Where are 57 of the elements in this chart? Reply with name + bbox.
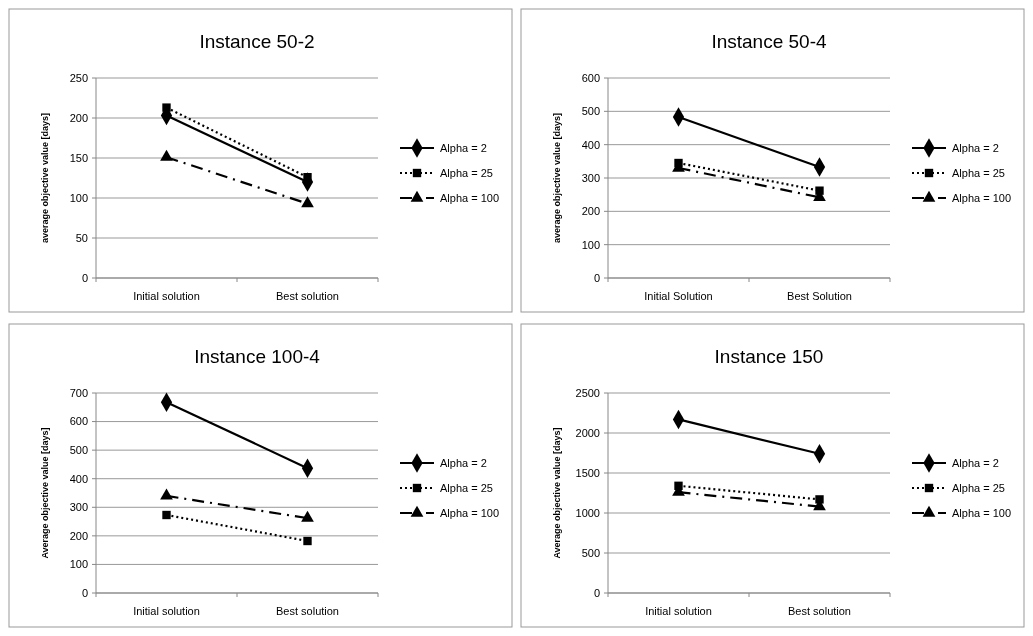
x-tick-label: Best solution xyxy=(788,605,851,617)
y-tick-label: 400 xyxy=(69,472,88,485)
y-tick-label: 50 xyxy=(75,231,88,244)
y-tick-label: 100 xyxy=(581,238,600,251)
y-tick-label: 500 xyxy=(581,105,600,118)
y-tick-label: 250 xyxy=(69,71,88,84)
chart-title: Instance 100-4 xyxy=(194,346,321,367)
x-tick-label: Best solution xyxy=(276,290,339,302)
x-tick-label: Initial Solution xyxy=(644,290,713,302)
y-tick-label: 0 xyxy=(81,586,88,599)
legend-label: Alpha = 2 xyxy=(440,456,487,469)
y-axis-title: average objective value [days] xyxy=(552,112,562,244)
y-tick-label: 300 xyxy=(581,171,600,184)
legend-label: Alpha = 25 xyxy=(440,481,493,494)
y-tick-label: 400 xyxy=(581,138,600,151)
legend-label: Alpha = 25 xyxy=(440,166,493,179)
y-tick-label: 200 xyxy=(581,205,600,218)
y-tick-label: 700 xyxy=(69,386,88,399)
y-tick-label: 200 xyxy=(69,529,88,542)
y-tick-label: 1500 xyxy=(575,466,600,479)
y-tick-label: 100 xyxy=(69,191,88,204)
legend-label: Alpha = 100 xyxy=(440,191,500,204)
y-tick-label: 500 xyxy=(581,546,600,559)
y-axis-title: Average objective value [days] xyxy=(552,427,562,559)
chart-title: Instance 50-2 xyxy=(199,31,315,52)
x-tick-label: Best solution xyxy=(276,605,339,617)
legend-label: Alpha = 25 xyxy=(952,166,1005,179)
y-tick-label: 0 xyxy=(593,586,600,599)
point xyxy=(162,510,171,520)
point xyxy=(303,536,312,546)
legend-label: Alpha = 2 xyxy=(440,141,487,154)
y-tick-label: 300 xyxy=(69,501,88,514)
x-tick-label: Best Solution xyxy=(787,290,852,302)
legend-label: Alpha = 100 xyxy=(952,506,1012,519)
y-tick-label: 1000 xyxy=(575,506,600,519)
legend-label: Alpha = 2 xyxy=(952,141,999,154)
y-tick-label: 600 xyxy=(581,71,600,84)
x-tick-label: Initial solution xyxy=(133,290,200,302)
y-tick-label: 200 xyxy=(69,111,88,124)
y-tick-label: 150 xyxy=(69,151,88,164)
x-tick-label: Initial solution xyxy=(645,605,712,617)
legend-label: Alpha = 100 xyxy=(952,191,1012,204)
legend-label: Alpha = 25 xyxy=(952,481,1005,494)
chart-title: Instance 150 xyxy=(714,346,824,367)
y-tick-label: 0 xyxy=(593,271,600,284)
chart-title: Instance 50-4 xyxy=(711,31,827,52)
y-axis-title: Average objective value [days] xyxy=(40,427,50,559)
y-axis-title: average objective value [days] xyxy=(40,112,50,244)
y-tick-label: 2500 xyxy=(575,386,600,399)
legend-label: Alpha = 2 xyxy=(952,456,999,469)
y-tick-label: 100 xyxy=(69,558,88,571)
y-tick-label: 0 xyxy=(81,271,88,284)
legend-label: Alpha = 100 xyxy=(440,506,500,519)
y-tick-label: 500 xyxy=(69,443,88,456)
x-tick-label: Initial solution xyxy=(133,605,200,617)
y-tick-label: 2000 xyxy=(575,426,600,439)
y-tick-label: 600 xyxy=(69,415,88,428)
